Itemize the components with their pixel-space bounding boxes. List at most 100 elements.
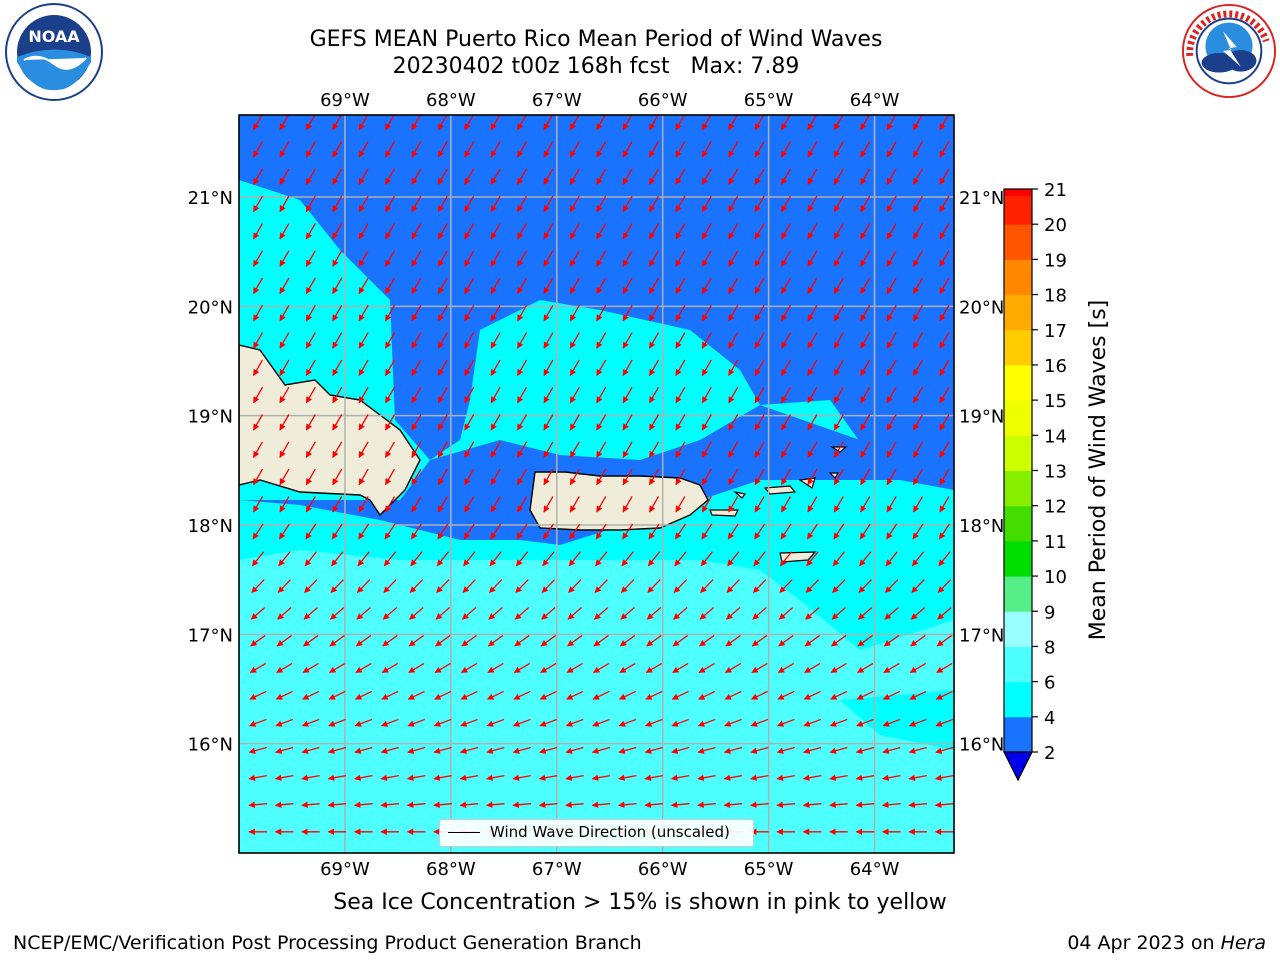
wave-direction-arrow [514,634,530,647]
wave-direction-arrow [305,141,316,158]
legend-line-icon [448,832,480,833]
wave-direction-arrow [675,195,686,213]
wave-direction-arrow [855,774,875,781]
wave-direction-arrow [780,386,792,404]
wave-direction-arrow [911,579,925,594]
wave-direction-arrow [807,468,818,486]
wave-direction-arrow [437,332,448,349]
wave-direction-arrow [332,468,343,486]
wave-direction-arrow [358,332,369,349]
wave-direction-arrow [331,523,343,540]
lat-label-left: 18°N [188,516,233,537]
wave-direction-arrow [939,359,950,377]
wave-direction-arrow [332,250,343,267]
wave-direction-arrow [833,496,844,513]
wave-direction-arrow [248,801,268,809]
wave-direction-arrow [700,551,713,567]
wave-direction-arrow [437,250,448,267]
hispaniola-land [239,344,421,517]
wave-direction-arrow [332,496,343,513]
wave-direction-arrow [833,195,844,213]
wave-direction-arrow [383,551,397,567]
wave-direction-arrow [435,607,451,620]
wave-direction-arrow [860,168,871,185]
wave-direction-arrow [856,662,874,674]
wave-direction-arrow [673,607,688,620]
wave-direction-arrow [780,359,792,377]
wave-direction-arrow [540,662,557,674]
wave-direction-arrow [279,115,290,131]
wave-direction-arrow [939,141,950,158]
colorbar-swatch [1004,224,1032,260]
wave-direction-arrow [596,195,607,213]
wave-direction-arrow [516,115,527,131]
wave-direction-arrow [803,718,822,727]
wave-direction-arrow [408,634,425,647]
wave-direction-arrow [908,718,927,727]
wave-direction-arrow [464,496,475,513]
wave-direction-arrow [565,774,584,781]
wave-direction-arrow [252,168,264,185]
wave-direction-arrow [697,774,716,781]
wave-direction-arrow [251,551,265,567]
wave-direction-arrow [384,141,396,158]
wave-direction-arrow [728,359,739,377]
wave-direction-arrow [938,523,950,540]
colorbar-tick-label: 14 [1044,426,1067,447]
wave-direction-arrow [938,551,951,567]
wave-direction-arrow [384,386,396,404]
wave-direction-arrow [780,277,792,295]
wave-direction-arrow [279,141,290,158]
wave-direction-arrow [939,168,950,185]
wave-direction-arrow [673,579,688,594]
wave-direction-arrow [698,690,716,700]
wave-direction-arrow [279,168,290,185]
wave-direction-arrow [780,304,792,322]
colorbar-swatch [1004,435,1032,471]
wave-direction-arrow [569,496,580,513]
wave-direction-arrow [727,551,740,567]
wave-direction-arrow [723,774,743,781]
wave-direction-arrow [301,801,320,809]
wave-direction-arrow [490,195,501,213]
wave-direction-arrow [912,168,924,185]
wave-direction-arrow [305,523,317,540]
wave-direction-arrow [833,115,844,131]
colorbar-tick-label: 15 [1044,391,1067,412]
wave-direction-arrow [278,551,291,567]
wave-direction-arrow [935,690,953,700]
wave-direction-arrow [776,774,795,781]
wave-direction-arrow [332,195,343,213]
wave-direction-arrow [566,690,584,700]
wave-direction-arrow [912,496,924,513]
wave-direction-arrow [728,496,739,513]
wave-direction-arrow [411,250,422,267]
wave-direction-arrow [675,332,686,349]
wave-direction-arrow [516,496,528,513]
wave-direction-arrow [860,414,871,431]
wave-direction-arrow [252,141,264,158]
wave-direction-arrow [356,607,371,620]
wave-direction-arrow [622,195,633,213]
wave-direction-arrow [543,414,554,431]
wave-direction-arrow [882,746,901,754]
wave-direction-arrow [543,496,554,513]
wave-direction-arrow [617,801,637,809]
wave-direction-arrow [648,359,660,377]
wave-direction-arrow [437,496,448,513]
wave-direction-arrow [384,195,396,213]
wave-direction-arrow [754,441,765,458]
wave-direction-arrow [754,359,765,377]
wave-direction-arrow [516,414,528,431]
wave-direction-arrow [860,386,871,404]
wave-direction-arrow [912,441,924,458]
wave-direction-arrow [648,195,660,213]
wave-direction-arrow [807,441,818,458]
wave-direction-arrow [592,718,610,727]
wave-direction-arrow [569,304,580,322]
wave-direction-arrow [833,304,844,322]
wave-direction-arrow [591,801,611,809]
wave-direction-arrow [860,304,871,322]
wave-direction-arrow [304,579,318,594]
wave-direction-arrow [279,414,290,431]
